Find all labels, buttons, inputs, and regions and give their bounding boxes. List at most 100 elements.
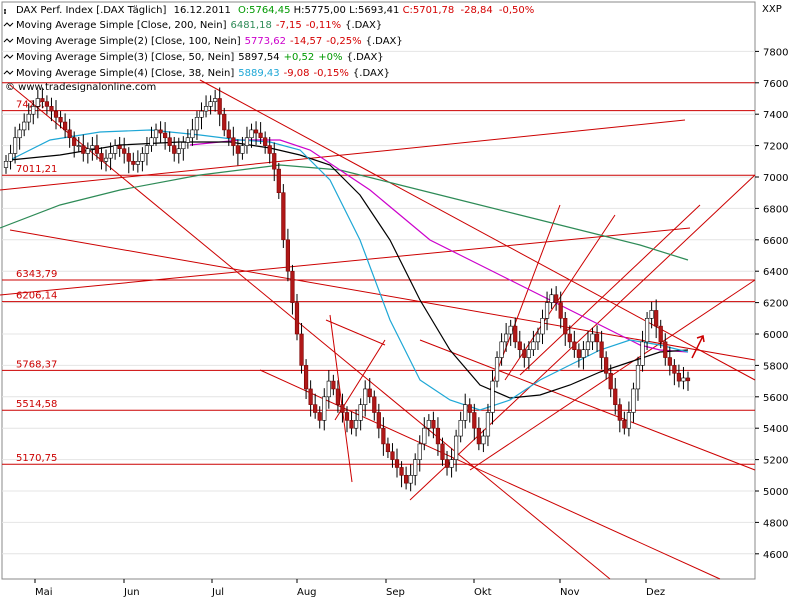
candle-body — [44, 101, 50, 107]
fan-line-4 — [329, 314, 353, 483]
candle-body — [417, 443, 422, 460]
fan-line-5 — [325, 319, 386, 346]
forecast-arrow-head — [696, 335, 705, 343]
candle-body — [122, 148, 127, 154]
candle-body — [58, 117, 63, 123]
candle-body — [508, 325, 513, 335]
trend-line-down-1 — [9, 84, 611, 580]
y-tick-label: 5200 — [763, 456, 788, 467]
candle-body — [17, 129, 22, 139]
candle-body — [422, 427, 427, 445]
y-tick-label: 5000 — [763, 487, 788, 498]
candle-body — [267, 145, 272, 154]
fan-line-3 — [519, 204, 701, 376]
candle-body — [376, 412, 381, 429]
x-tick-label: Jun — [123, 587, 140, 598]
trend-line-up-2 — [0, 227, 691, 296]
candle-body — [326, 380, 331, 398]
candle-body — [158, 129, 163, 134]
candle-body — [435, 427, 441, 445]
indicator-value: 6481,18 — [230, 20, 271, 31]
candle-body — [549, 294, 554, 303]
candle-body — [494, 357, 500, 382]
candle-body — [22, 121, 27, 131]
candle-body — [90, 145, 95, 150]
candle-body — [235, 145, 240, 154]
candle-body — [63, 121, 68, 131]
quote-change-pct: -0,50% — [499, 5, 534, 16]
candle-body — [372, 396, 377, 413]
indicator-change-pct: -0,11% — [306, 20, 341, 31]
candle-body — [199, 110, 204, 118]
indicator-change-pct: -0,25% — [326, 36, 361, 47]
candle-body — [367, 388, 372, 398]
candle-body — [67, 129, 72, 139]
y-tick-label: 5600 — [763, 393, 788, 404]
candle-body — [94, 145, 100, 154]
candle-body — [26, 113, 31, 123]
candle-body — [585, 341, 591, 351]
level-label: 7011,21 — [16, 164, 57, 175]
candle-body — [426, 420, 431, 429]
candle-body — [658, 325, 663, 343]
indicator-change: -7,15 — [276, 20, 302, 31]
candle-body — [81, 145, 86, 154]
candle-body — [472, 412, 477, 429]
candle-body — [276, 168, 281, 193]
candle-body — [526, 349, 531, 358]
candle-body — [308, 388, 313, 405]
candle-body — [181, 142, 186, 150]
indicator-legend: Moving Average Simple [Close, 200, Nein]… — [3, 20, 403, 79]
candle-body — [504, 333, 509, 343]
candle-body — [672, 365, 677, 374]
candle-body — [12, 137, 18, 154]
y-tick-label: 4800 — [763, 518, 788, 529]
candle-body — [226, 129, 231, 139]
candle-body — [344, 412, 350, 421]
y-tick-label: 6800 — [763, 204, 788, 215]
candle-body — [76, 145, 81, 147]
candle-body — [444, 459, 450, 468]
candle-body — [131, 161, 136, 165]
candle-body — [149, 137, 154, 146]
candle-body — [317, 412, 322, 421]
indicator-change: -9,08 — [284, 68, 310, 79]
candle-body — [622, 420, 627, 429]
candle-body — [172, 145, 177, 154]
candle-body — [53, 110, 59, 118]
y-tick-label: 7200 — [763, 142, 788, 153]
candle-body — [281, 192, 286, 241]
candle-body — [463, 404, 468, 421]
ma-100-line — [189, 139, 689, 353]
indicator-change: -14,57 — [290, 36, 322, 47]
candle-body — [399, 467, 404, 476]
indicator-change-pct: +0% — [318, 52, 342, 63]
candle-body — [449, 459, 454, 468]
candle-body — [649, 310, 654, 319]
candle-body — [408, 474, 413, 484]
candle-body — [176, 148, 181, 154]
candle-body — [153, 129, 159, 139]
candle-body — [558, 302, 563, 319]
y-tick-label: 6200 — [763, 299, 788, 310]
quote-low: L:5693,41 — [349, 5, 399, 16]
candle-body — [663, 341, 668, 358]
candle-body — [299, 333, 304, 366]
candle-body — [85, 148, 90, 154]
candle-body — [303, 365, 309, 390]
candle-body — [331, 380, 336, 390]
candle-body — [681, 377, 686, 382]
trend-line-up-1 — [0, 119, 686, 191]
candle-body — [517, 341, 522, 351]
candle-body — [135, 161, 140, 165]
x-tick-label: Nov — [560, 587, 580, 598]
x-tick-label: Dez — [646, 587, 665, 598]
y-tick-label: 5800 — [763, 361, 788, 372]
candle-body — [644, 317, 650, 343]
candle-body — [363, 388, 368, 405]
plot-frame — [1, 1, 756, 580]
level-label: 7423, — [16, 100, 45, 111]
candle-body — [499, 341, 504, 358]
candle-body — [117, 145, 122, 150]
y-tick-label: 4600 — [763, 550, 788, 561]
